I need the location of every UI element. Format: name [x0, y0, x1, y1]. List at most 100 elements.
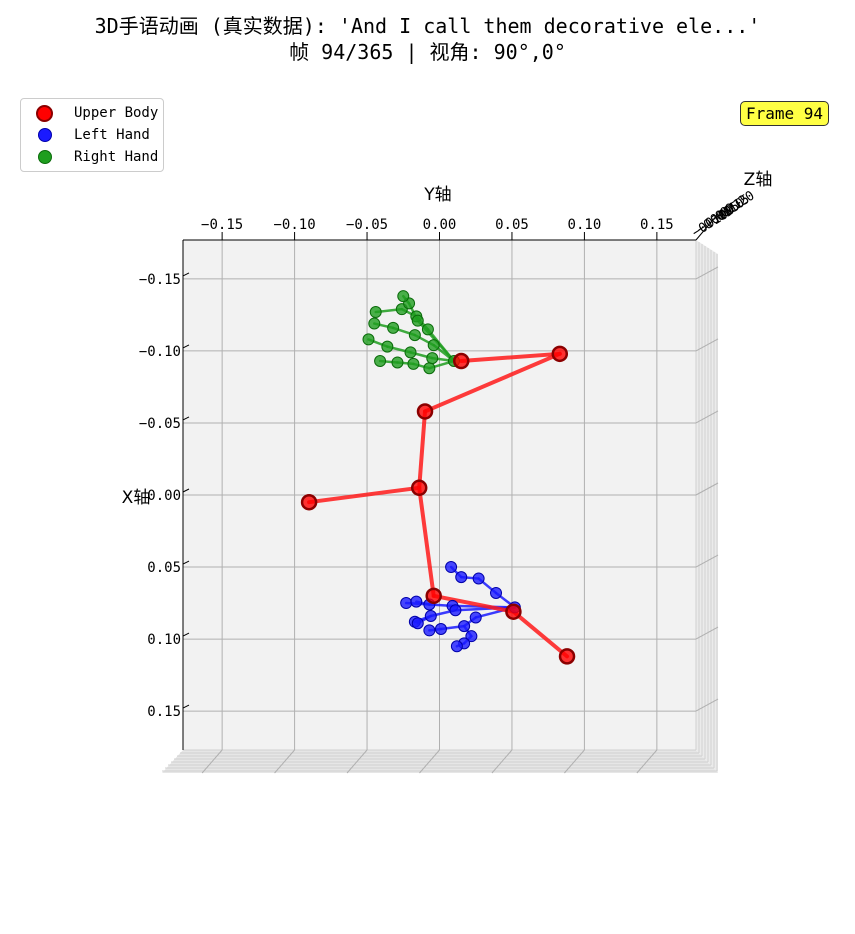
floor-grid-line [201, 749, 223, 774]
right-hand-point [404, 346, 417, 359]
left-hand-edge [454, 606, 517, 612]
right-hand-point [407, 357, 420, 370]
x-tick-label: −0.05 [346, 217, 388, 233]
upper-body-point [425, 587, 442, 605]
upper-body-point [551, 345, 569, 363]
left-hand-point [449, 604, 462, 617]
side-grid-line [695, 554, 719, 568]
chart-subtitle: 帧 94/365 | 视角: 90°,0° [289, 40, 566, 64]
left-hand-point [445, 561, 458, 574]
right-hand-point [427, 339, 440, 352]
x-tick-label: 0.10 [568, 217, 602, 233]
left-hand-point [410, 595, 423, 608]
y-tick-mark [182, 272, 190, 277]
left-hand-point [411, 617, 424, 630]
y-axis-label: X轴 [122, 488, 151, 508]
right-hand-point [397, 290, 410, 303]
legend-label: Upper Body [74, 105, 159, 121]
y-tick-label: 0.00 [147, 488, 181, 504]
x-tick-label: 0.05 [495, 217, 529, 233]
y-tick-mark [182, 632, 190, 637]
legend-label: Right Hand [74, 149, 159, 165]
upper-body-edge [459, 351, 562, 364]
left-hand-point [458, 620, 471, 633]
left-hand-point [450, 640, 463, 653]
left-hand-point [472, 572, 485, 585]
right-hand-point [368, 317, 381, 330]
y-tick-mark [182, 344, 190, 349]
skeleton-points [300, 290, 576, 665]
x-tick-label: 0.15 [640, 217, 674, 233]
right-hand-point [374, 355, 387, 368]
y-tick-label: −0.15 [139, 272, 181, 288]
legend: Upper Body Left Hand Right Hand [20, 98, 164, 172]
upper-body-point [416, 403, 434, 420]
left-hand-point [469, 611, 482, 624]
y-tick-label: −0.05 [139, 416, 181, 432]
left-hand-point [434, 622, 447, 635]
y-tick-label: 0.10 [147, 632, 181, 648]
floor-grid-line [419, 749, 440, 774]
x-tick-label: −0.15 [201, 217, 243, 233]
upper-body-edge [423, 351, 562, 414]
y-tick-label: 0.15 [147, 704, 181, 720]
floor-grid-line [346, 749, 368, 774]
left-hand-point [490, 586, 503, 599]
right-hand-point [423, 362, 436, 375]
side-grid-line [695, 626, 719, 640]
floor-grid-line [636, 749, 658, 774]
upper-body-point [300, 493, 318, 511]
floor-grid-line [274, 749, 295, 774]
upper-body-point [505, 603, 522, 620]
left-hand-point [465, 630, 478, 643]
side-grid-line [695, 410, 719, 424]
y-tick-label: −0.10 [139, 344, 181, 360]
side-grid-line [695, 698, 719, 712]
right-hand-point [387, 321, 400, 334]
x-tick-label: 0.00 [423, 217, 457, 233]
legend-label: Left Hand [74, 127, 150, 143]
y-tick-mark [182, 704, 190, 709]
left-hand-point [455, 571, 468, 584]
y-tick-mark [182, 488, 190, 493]
right-hand-point [421, 323, 434, 336]
x-axis-label: Y轴 [423, 185, 451, 205]
x-tick-label: −0.10 [274, 217, 316, 233]
left-hand-point [424, 610, 437, 623]
upper-body-point [452, 352, 470, 370]
upper-body-edge [431, 593, 516, 614]
side-grid-line [695, 482, 719, 496]
y-tick-mark [182, 560, 190, 565]
z-tick-label: −0.10 [690, 207, 731, 240]
chart-title: 3D手语动画 (真实数据): 'And I call them decorati… [94, 14, 761, 38]
right-hand-point [411, 314, 424, 327]
side-grid-line [695, 266, 719, 280]
right-hand-point [362, 333, 375, 346]
upper-body-edge [417, 485, 436, 598]
right-hand-point [426, 352, 439, 365]
upper-body-edge [511, 609, 570, 659]
frame-badge: Frame 94 [740, 101, 830, 126]
z-axis-label: Z轴 [744, 170, 773, 190]
left-hand-point [423, 624, 436, 637]
side-grid-line [695, 338, 719, 352]
right-hand-point [391, 356, 404, 369]
right-hand-point [369, 306, 382, 319]
y-tick-mark [182, 416, 190, 421]
upper-body-edge [307, 485, 422, 505]
upper-body-point [410, 479, 428, 497]
right-hand-point [408, 329, 421, 342]
legend-marker-upper-body [36, 105, 53, 122]
upper-body-edge [417, 409, 428, 490]
legend-marker-right-hand [38, 150, 52, 164]
upper-body-point [558, 648, 576, 665]
z-axis-line [695, 213, 719, 241]
left-hand-point [400, 597, 413, 610]
grid-lines [183, 240, 719, 774]
y-tick-label: 0.05 [147, 560, 181, 576]
legend-marker-left-hand [38, 128, 52, 142]
floor-grid-line [564, 749, 585, 774]
floor-grid-line [491, 749, 513, 774]
right-hand-point [381, 340, 394, 353]
